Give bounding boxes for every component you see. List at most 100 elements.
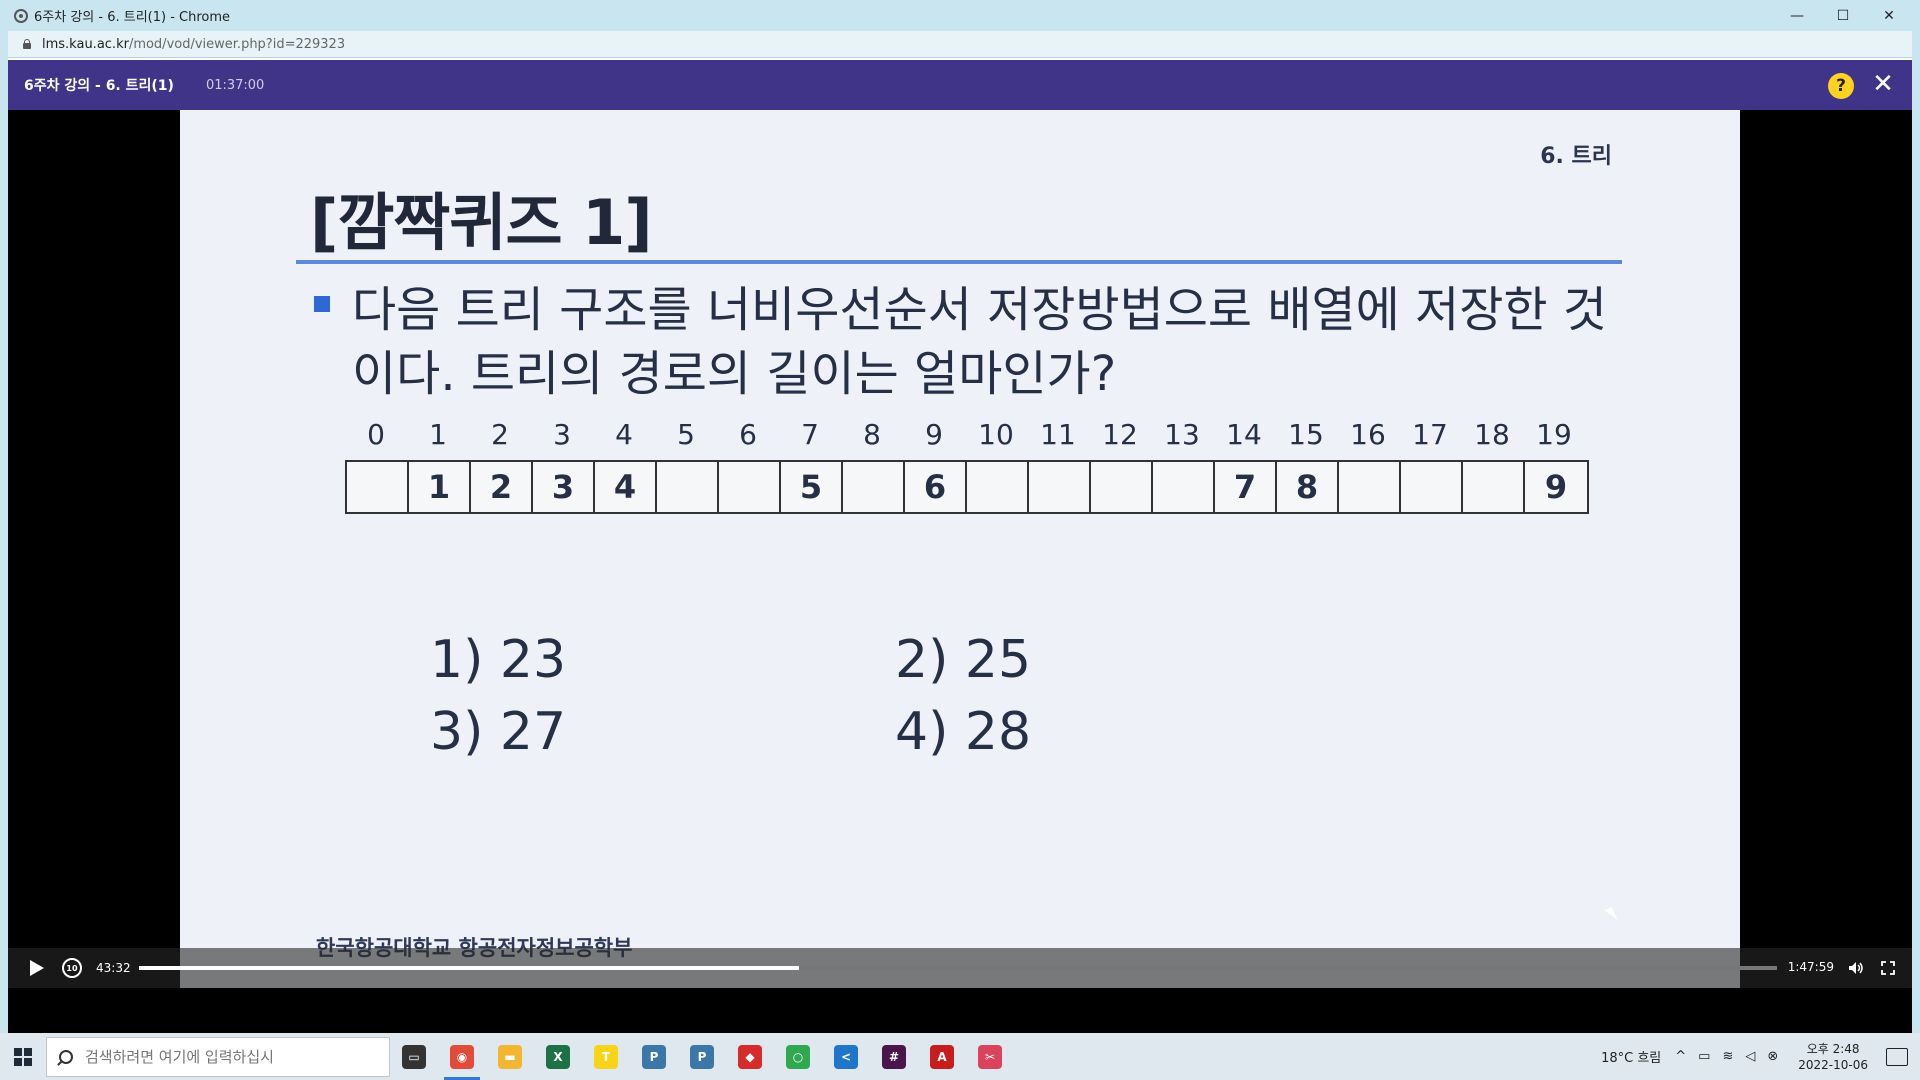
taskbar-app-python-2[interactable]: P [678,1033,726,1080]
taskbar-search[interactable] [46,1036,390,1077]
taskbar-app-acrobat[interactable]: A [918,1033,966,1080]
help-button[interactable]: ? [1828,73,1854,99]
course-title: 6주차 강의 - 6. 트리(1) [24,78,174,94]
task-view-icon: ▭ [402,1044,426,1069]
array-cell: 4 [595,462,657,512]
array-index: 9 [925,418,943,451]
taskbar-app-refresh-app[interactable]: ○ [774,1033,822,1080]
taskbar-app-chrome[interactable]: ◉ [438,1033,486,1080]
array-cell [1029,462,1091,512]
video-player[interactable]: 6. 트리 [깜짝퀴즈 1] 다음 트리 구조를 너비우선순서 저장방법으로 배… [8,110,1912,1033]
python-icon: P [642,1044,666,1069]
folder-icon: ▬ [498,1044,522,1069]
array-index: 1 [429,418,447,451]
progress-bar[interactable] [139,966,1777,970]
slack-icon: # [882,1044,906,1069]
taskbar-app-task-view[interactable]: ▭ [390,1033,438,1080]
taskbar-app-vscode[interactable]: < [822,1033,870,1080]
minimize-button[interactable]: — [1790,7,1804,24]
volume-icon[interactable] [1848,960,1864,976]
maximize-button[interactable]: ☐ [1836,7,1850,24]
url-path: /mod/vod/viewer.php?id=229323 [128,36,346,52]
array-cell [1401,462,1463,512]
taskbar-app-shield-app[interactable]: ◆ [726,1033,774,1080]
play-button[interactable] [30,960,44,976]
taskbar-app-snipping[interactable]: ✂ [966,1033,1014,1080]
battery-icon[interactable]: ▭ [1698,1049,1711,1064]
array-index: 16 [1350,418,1386,451]
array-index: 12 [1102,418,1138,451]
lock-icon [22,39,32,49]
kakaotalk-icon: T [594,1044,618,1069]
array-index: 5 [677,418,695,451]
viewer-close-button[interactable]: ✕ [1872,69,1894,99]
taskbar-app-kakaotalk[interactable]: T [582,1033,630,1080]
bullet-icon [314,296,330,312]
array-index: 0 [367,418,385,451]
taskbar-app-slack[interactable]: # [870,1033,918,1080]
array-cell: 1 [409,462,471,512]
ime-icon[interactable]: ⊗ [1767,1049,1779,1064]
chrome-window: 6주차 강의 - 6. 트리(1) - Chrome — ☐ ✕ lms.kau… [0,0,1920,1033]
array-cell: 9 [1544,468,1568,506]
array-cell [347,462,409,512]
search-input[interactable] [85,1047,375,1066]
current-time: 43:32 [96,961,131,975]
system-tray: 18°C 흐림 ^ ▭ ≋ ◁ ⊗ 오후 2:48 2022-10-06 [1601,1033,1920,1080]
slide-chapter: 6. 트리 [1540,144,1612,169]
quiz-title: [깜짝퀴즈 1] [310,186,653,259]
array-cell: 8 [1277,462,1339,512]
option-2: 2) 25 [895,630,1032,690]
array-cell: 7 [1215,462,1277,512]
address-bar[interactable]: lms.kau.ac.kr /mod/vod/viewer.php?id=229… [8,31,1912,58]
window-controls: — ☐ ✕ [1774,0,1912,31]
title-divider [296,260,1622,264]
array-index: 18 [1474,418,1510,451]
taskbar-app-excel[interactable]: X [534,1033,582,1080]
title-bar: 6주차 강의 - 6. 트리(1) - Chrome — ☐ ✕ [8,0,1912,31]
taskbar-app-file-explorer[interactable]: ▬ [486,1033,534,1080]
option-3: 3) 27 [430,702,567,762]
array-cell [1339,462,1401,512]
chrome-icon [14,8,28,23]
array-index-row: 0 1 2 3 4 5 6 7 8 9 10 11 12 13 14 15 16 17 18 19 [345,418,1585,451]
window-close-button[interactable]: ✕ [1883,7,1895,24]
player-controls: 10 43:32 1:47:59 [8,948,1912,988]
array-cell: 2 [471,462,533,512]
pdf-icon: A [930,1044,954,1069]
wifi-icon[interactable]: ≋ [1722,1049,1734,1064]
array-index: 6 [739,418,757,451]
array-cell [843,462,905,512]
array-cell [1463,462,1525,512]
option-4: 4) 28 [895,702,1032,762]
start-button[interactable] [0,1033,46,1080]
array-index: 7 [801,418,819,451]
refresh-icon: ○ [786,1044,810,1069]
array-cell [719,462,781,512]
array-cell: 6 [905,462,967,512]
array-index: 4 [615,418,633,451]
chevron-up-icon[interactable]: ^ [1675,1049,1687,1064]
fullscreen-icon[interactable] [1880,960,1896,976]
excel-icon: X [546,1044,570,1069]
python-icon: P [690,1044,714,1069]
clock[interactable]: 오후 2:48 2022-10-06 [1798,1041,1868,1073]
viewer-header: 6주차 강의 - 6. 트리(1) 01:37:00 ? ✕ [8,60,1912,110]
quiz-question: 다음 트리 구조를 너비우선순서 저장방법으로 배열에 저장한 것이다. 트리의… [352,282,1607,402]
shield-icon: ◆ [738,1044,762,1069]
speaker-icon[interactable]: ◁ [1745,1049,1756,1064]
array-index: 14 [1226,418,1262,451]
array-index: 17 [1412,418,1448,451]
lecture-duration: 01:37:00 [205,77,265,93]
taskbar-app-python-1[interactable]: P [630,1033,678,1080]
array-index: 2 [491,418,509,451]
weather-widget[interactable]: 18°C 흐림 [1601,1051,1662,1066]
array-index: 3 [553,418,571,451]
notification-icon[interactable] [1886,1047,1908,1066]
array-index: 19 [1536,418,1572,451]
rewind-button[interactable]: 10 [62,958,82,978]
array-index: 13 [1164,418,1200,451]
total-time: 1:47:59 [1787,960,1834,974]
